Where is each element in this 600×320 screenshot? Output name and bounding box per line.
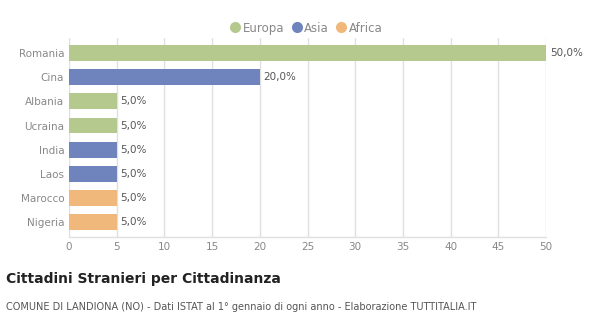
Text: 5,0%: 5,0% (121, 217, 147, 227)
Bar (69, 142, 116, 157)
Bar (69, 166, 116, 182)
Text: 5,0%: 5,0% (121, 193, 147, 203)
Text: 5,0%: 5,0% (121, 169, 147, 179)
Bar (69, 45, 546, 61)
Text: 5,0%: 5,0% (121, 145, 147, 155)
Text: 20,0%: 20,0% (263, 72, 296, 82)
Bar (69, 214, 116, 230)
Bar (69, 118, 116, 133)
Text: Cittadini Stranieri per Cittadinanza: Cittadini Stranieri per Cittadinanza (6, 272, 281, 286)
Text: COMUNE DI LANDIONA (NO) - Dati ISTAT al 1° gennaio di ogni anno - Elaborazione T: COMUNE DI LANDIONA (NO) - Dati ISTAT al … (6, 302, 476, 312)
Text: 5,0%: 5,0% (121, 96, 147, 106)
Text: 5,0%: 5,0% (121, 121, 147, 131)
Legend: Europa, Asia, Africa: Europa, Asia, Africa (229, 19, 386, 39)
Text: 50,0%: 50,0% (550, 48, 583, 58)
Bar (69, 93, 116, 109)
Bar (69, 190, 116, 206)
Bar (69, 69, 260, 85)
